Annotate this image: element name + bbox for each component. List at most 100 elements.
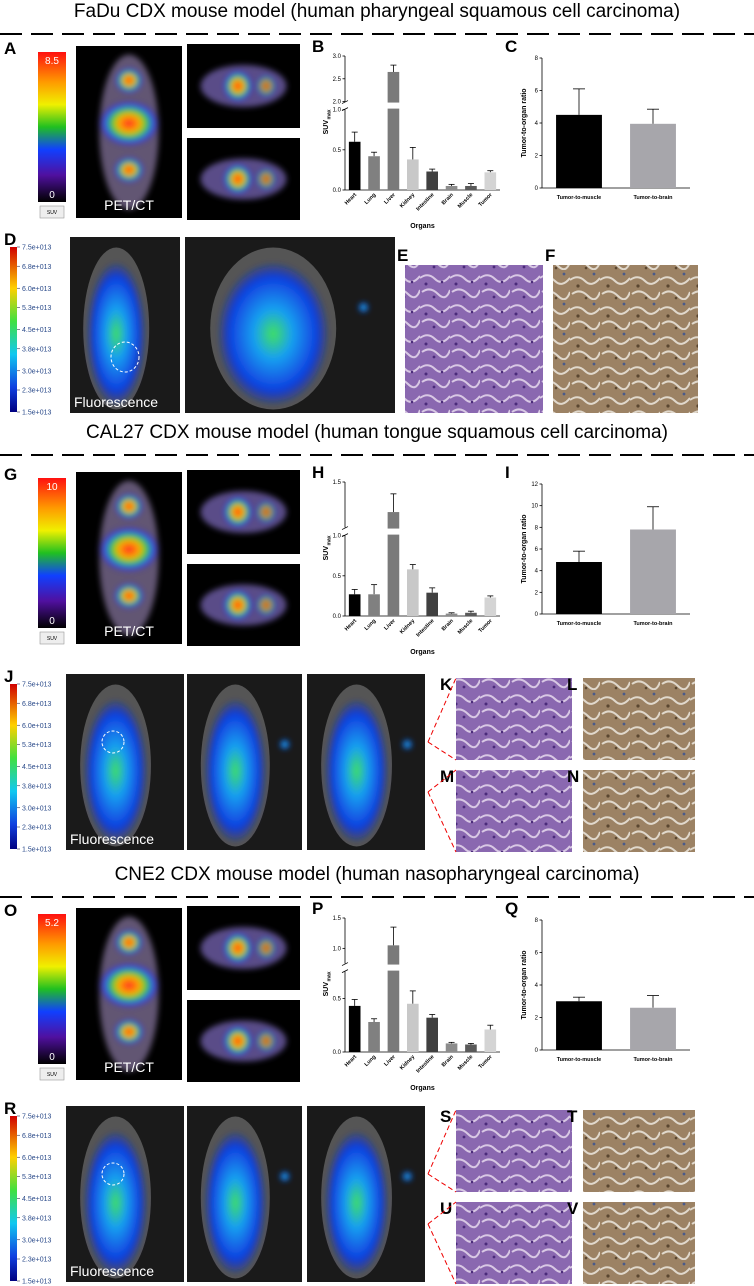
pet-slice-spot <box>222 1024 254 1058</box>
x-tick-label: Liver <box>383 1054 397 1068</box>
x-tick-label: Muscle <box>457 1054 474 1071</box>
bar <box>368 594 380 616</box>
fluorescence-signal <box>84 700 147 842</box>
x-tick-label: Intestine <box>415 192 435 212</box>
histology-image <box>583 1202 695 1284</box>
colorbar-tick-label: 6.8e+013 <box>22 701 51 708</box>
pet-signal <box>97 54 161 210</box>
fluorescence-body <box>87 263 145 405</box>
pet-slice-signal <box>200 927 287 969</box>
pet-unit-box <box>39 631 65 645</box>
pet-slice-spot <box>254 935 278 961</box>
panel-letter: H <box>312 463 324 482</box>
colorbar-tick-label: 7.5e+013 <box>22 1114 51 1121</box>
y-tick-label: 1.0 <box>333 108 342 114</box>
y-tick-label: 8 <box>535 56 539 62</box>
panel-letter: E <box>397 246 408 265</box>
x-tick-label: Liver <box>383 618 397 632</box>
histology-image <box>583 770 695 852</box>
pet-slice-spot <box>254 166 278 192</box>
bar <box>407 159 419 190</box>
excised-tumor <box>402 1171 413 1182</box>
bar <box>348 594 361 616</box>
fluorescence-caption: Fluorescence <box>70 1263 154 1279</box>
bar <box>630 123 676 188</box>
y-tick-label: 2.0 <box>333 100 342 106</box>
bar <box>407 569 419 616</box>
pet-slice-spot <box>254 1028 278 1054</box>
fluorescence-signal <box>325 1132 413 1274</box>
y-tick-label: 6 <box>535 951 539 957</box>
pet-colorbar <box>38 478 66 628</box>
x-tick-label: Tumor-to-muscle <box>557 621 602 627</box>
panel-letter: F <box>545 246 555 265</box>
bar <box>368 1021 380 1052</box>
bar <box>556 1001 602 1050</box>
pet-slice-signal <box>200 65 287 107</box>
x-tick-label: Kidney <box>399 1054 417 1072</box>
pet-hotspot <box>97 525 161 574</box>
pet-scale-max: 5.2 <box>45 918 59 929</box>
y-tick-label: 0 <box>535 1048 539 1054</box>
zoom-line <box>427 1173 457 1193</box>
fluorescence-signal <box>325 700 413 842</box>
pet-slice-spot <box>254 73 278 99</box>
colorbar-tick-label: 4.5e+013 <box>22 327 51 334</box>
y-tick-label: 1.0 <box>333 946 342 952</box>
axis-break <box>341 962 349 966</box>
panel-letter: R <box>4 1099 16 1118</box>
panel-letter: T <box>567 1107 578 1126</box>
colorbar-tick-label: 3.8e+013 <box>22 1215 51 1222</box>
excised-tumor <box>279 1171 290 1182</box>
histology-image <box>456 1110 572 1192</box>
section-title: CAL27 CDX mouse model (human tongue squa… <box>86 422 668 443</box>
bar <box>387 512 400 616</box>
x-tick-label: Tumor-to-muscle <box>557 195 602 201</box>
y-tick-label: 0.5 <box>333 574 342 580</box>
bar <box>465 1044 477 1052</box>
pet-slice-signal <box>200 584 287 626</box>
panel-letter: D <box>4 230 16 249</box>
colorbar-tick-label: 3.8e+013 <box>22 346 51 353</box>
pet-slice-spot <box>222 495 254 529</box>
pet-caption: PET/CT <box>104 197 154 213</box>
fluorescence-signal <box>205 1132 290 1274</box>
pet-unit: SUV <box>47 210 58 216</box>
colorbar-tick-label: 6.0e+013 <box>22 1155 51 1162</box>
colorbar-tick-label: 6.0e+013 <box>22 723 51 730</box>
bar <box>630 529 676 614</box>
bar <box>426 171 438 190</box>
pet-slice-spot <box>254 592 278 618</box>
bar <box>387 945 400 1052</box>
y-tick-label: 3.0 <box>333 54 342 60</box>
y-tick-label: 0.0 <box>333 188 342 194</box>
panel-letter: U <box>440 1199 452 1218</box>
fluorescence-body <box>205 1132 266 1274</box>
x-tick-label: Tumor <box>478 192 495 209</box>
colorbar-tick-label: 4.5e+013 <box>22 1196 51 1203</box>
bar-break-gap <box>386 102 401 109</box>
panel-letter: A <box>4 39 16 58</box>
x-tick-label: Lung <box>364 1054 378 1068</box>
panel-letter: K <box>440 675 453 694</box>
panel-letter: O <box>4 901 17 920</box>
pet-caption: PET/CT <box>104 1059 154 1075</box>
colorbar-tick-label: 3.8e+013 <box>22 783 51 790</box>
colorbar-tick-label: 3.0e+013 <box>22 1237 51 1244</box>
colorbar-tick-label: 2.3e+013 <box>22 825 51 832</box>
colorbar-tick-label: 1.5e+013 <box>22 1279 51 1286</box>
fluorescence-colorbar <box>10 684 17 849</box>
bar <box>368 156 380 190</box>
bar <box>556 114 602 188</box>
pet-slice-signal <box>200 158 287 200</box>
histology-image <box>405 265 543 413</box>
x-tick-label: Intestine <box>415 1054 435 1074</box>
x-tick-label: Brain <box>441 618 456 633</box>
x-tick-label: Tumor <box>478 618 495 635</box>
y-tick-label: 6 <box>535 547 539 553</box>
pet-slice-spot <box>222 69 254 103</box>
pet-signal <box>97 480 161 636</box>
panel-letter: V <box>567 1199 579 1218</box>
x-tick-label: Muscle <box>457 192 474 209</box>
colorbar-tick-label: 3.0e+013 <box>22 368 51 375</box>
